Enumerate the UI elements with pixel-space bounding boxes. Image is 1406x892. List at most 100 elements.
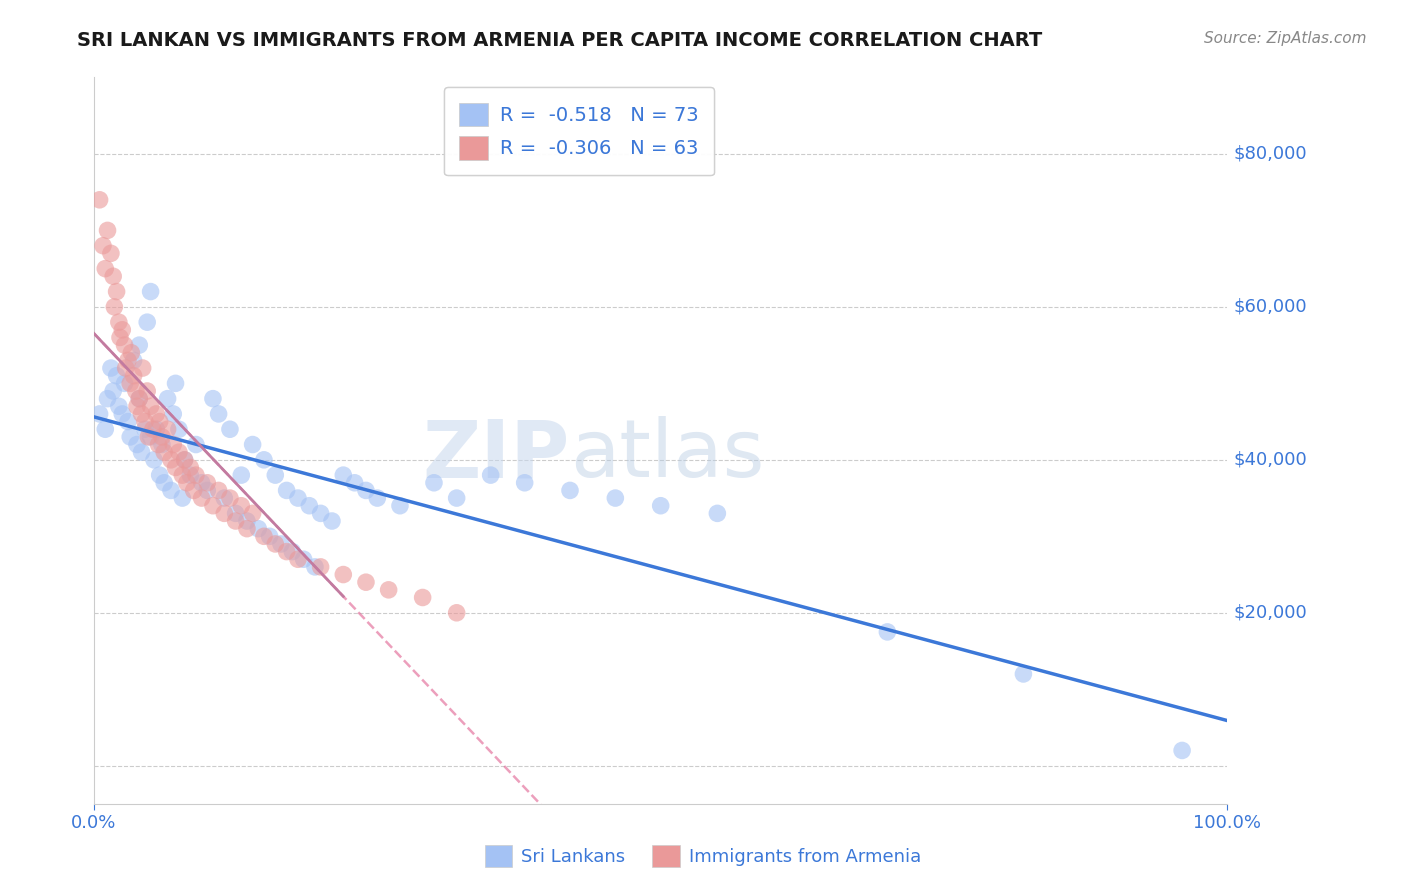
Point [108,330,131,344]
Point [160,483,183,498]
Point [125,399,148,413]
Point [242,437,264,451]
Point [120,430,142,444]
Point [214,507,236,521]
Point [125,384,148,398]
Point [605,491,627,505]
Point [131,361,153,376]
Point [125,437,148,451]
Point [179,460,201,475]
Point [94,261,117,276]
Point [120,376,142,391]
Point [114,361,136,376]
Point [259,529,281,543]
Point [876,624,898,639]
Point [103,300,125,314]
Point [287,491,309,505]
Point [236,514,259,528]
Point [172,491,194,505]
Point [139,285,162,299]
Point [117,415,139,429]
Point [247,522,270,536]
Text: ZIP: ZIP [423,417,569,494]
Point [156,392,179,406]
Point [94,422,117,436]
Point [145,407,167,421]
Point [242,507,264,521]
Point [105,285,128,299]
Point [650,499,672,513]
Point [96,223,118,237]
Point [183,483,205,498]
Point [270,537,292,551]
Point [138,430,160,444]
Point [446,606,468,620]
Legend: Sri Lankans, Immigrants from Armenia: Sri Lankans, Immigrants from Armenia [478,838,928,874]
Point [253,453,276,467]
Point [184,437,207,451]
Point [139,399,162,413]
Point [91,238,114,252]
Text: $60,000: $60,000 [1233,298,1306,316]
Point [148,437,170,451]
Point [149,468,172,483]
Point [117,353,139,368]
Point [150,437,173,451]
Point [513,475,536,490]
Point [134,422,156,436]
Point [190,491,212,505]
Point [120,345,142,359]
Point [332,567,354,582]
Point [706,507,728,521]
Point [377,582,399,597]
Point [122,353,145,368]
Point [309,560,332,574]
Point [162,437,184,451]
Point [195,475,218,490]
Point [100,246,122,260]
Point [412,591,434,605]
Point [354,483,377,498]
Point [201,499,224,513]
Point [128,392,150,406]
Point [214,491,236,505]
Point [156,422,179,436]
Point [225,507,247,521]
Point [276,544,298,558]
Point [100,361,122,376]
Point [145,422,167,436]
Point [172,468,194,483]
Point [388,499,411,513]
Point [231,499,253,513]
Point [225,514,247,528]
Point [190,475,212,490]
Point [207,407,229,421]
Point [114,376,136,391]
Text: atlas: atlas [569,417,765,494]
Point [128,338,150,352]
Point [236,522,259,536]
Point [167,422,190,436]
Point [139,430,162,444]
Point [128,392,150,406]
Point [558,483,581,498]
Point [103,384,125,398]
Text: $80,000: $80,000 [1233,145,1306,163]
Point [219,491,242,505]
Point [304,560,326,574]
Text: $20,000: $20,000 [1233,604,1306,622]
Point [321,514,343,528]
Point [264,468,287,483]
Point [231,468,253,483]
Point [179,468,201,483]
Point [167,445,190,459]
Point [122,368,145,383]
Point [173,453,195,467]
Point [184,468,207,483]
Point [134,415,156,429]
Text: $40,000: $40,000 [1233,450,1306,469]
Point [142,422,165,436]
Point [276,483,298,498]
Point [423,475,446,490]
Point [114,338,136,352]
